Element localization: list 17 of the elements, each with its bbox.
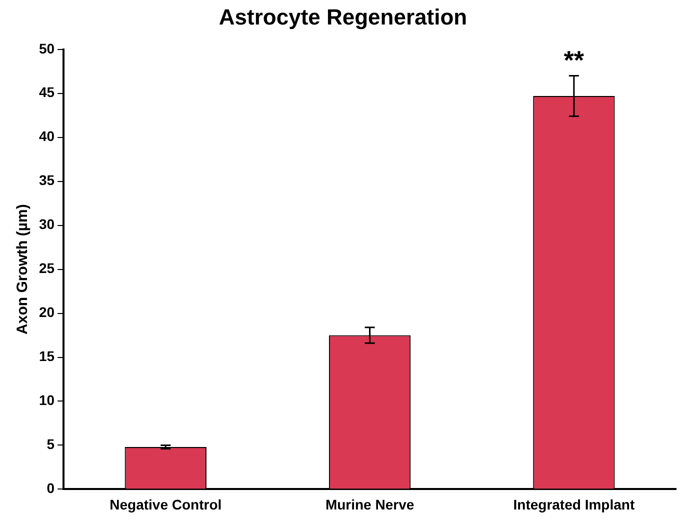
annotation: ** [564,44,585,75]
y-axis-title: Axon Growth (µm) [14,204,32,334]
y-tick-label: 30 [38,216,55,232]
y-tick-label: 25 [38,260,55,276]
x-tick-label: Negative Control [110,496,222,512]
y-tick-label: 40 [38,128,55,144]
y-tick-label: 50 [38,40,55,56]
y-tick-label: 20 [38,304,55,320]
y-tick-label: 10 [38,392,55,408]
y-tick-label: 45 [38,84,55,100]
y-tick-label: 5 [46,436,55,452]
y-tick-label: 15 [38,348,55,364]
x-tick-label: Murine Nerve [325,496,414,512]
y-tick-label: 0 [46,480,55,496]
chart-title: Astrocyte Regeneration [218,4,468,30]
y-tick-label: 35 [38,172,55,188]
x-tick-label: Integrated Implant [513,496,635,512]
